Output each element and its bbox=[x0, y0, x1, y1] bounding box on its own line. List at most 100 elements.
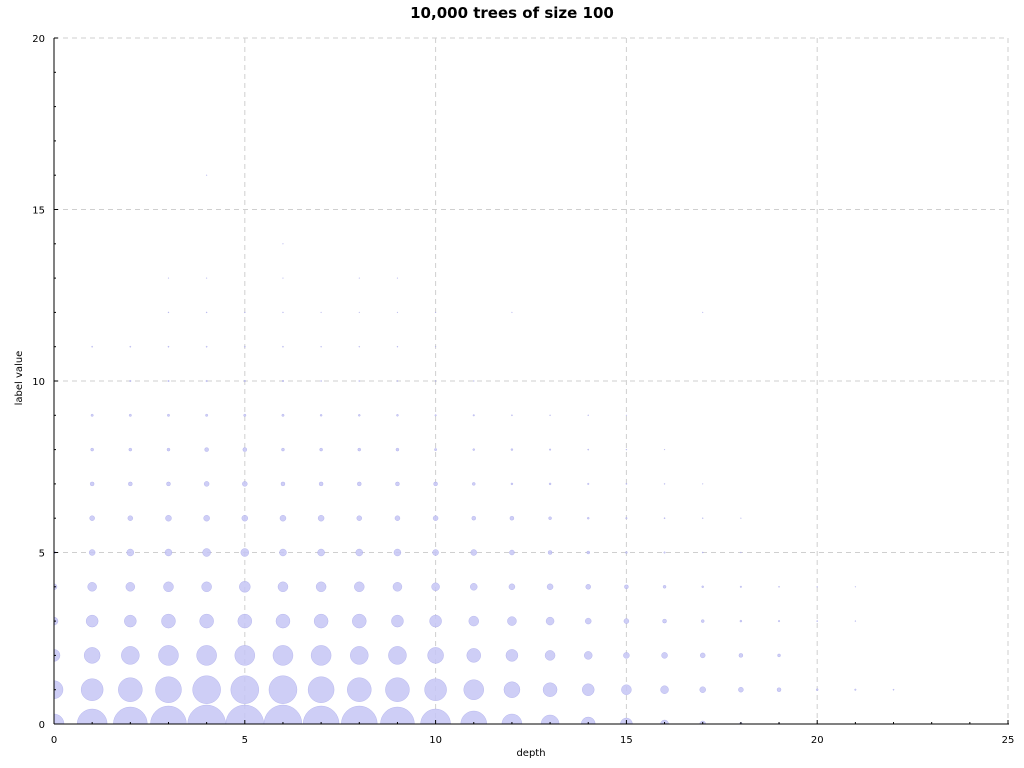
bubble-point bbox=[282, 243, 284, 245]
bubble-point bbox=[163, 581, 174, 593]
bubble-point bbox=[625, 551, 628, 554]
bubble-point bbox=[701, 551, 704, 554]
bubble-point bbox=[396, 277, 399, 279]
axes: 0 5 10 15 20 25 0 5 10 15 20 bbox=[32, 34, 1014, 746]
bubble-point bbox=[205, 277, 208, 279]
bubble-point bbox=[89, 515, 95, 521]
bubble-point bbox=[432, 515, 439, 521]
bubble-point bbox=[545, 616, 555, 626]
x-tick-label: 20 bbox=[811, 735, 824, 746]
bubble-point bbox=[358, 414, 361, 417]
bubble-point bbox=[358, 311, 360, 314]
bubble-point bbox=[396, 414, 399, 417]
bubble-point bbox=[275, 613, 291, 629]
bubble-point bbox=[584, 617, 592, 625]
bubble-point bbox=[501, 713, 523, 724]
bubble-point bbox=[662, 618, 667, 624]
bubble-point bbox=[739, 585, 742, 588]
x-tick-label: 25 bbox=[1002, 735, 1015, 746]
bubble-point bbox=[542, 682, 558, 697]
bubble-point bbox=[225, 704, 265, 724]
bubble-point bbox=[460, 710, 488, 724]
bubble-point bbox=[352, 613, 367, 629]
x-tick-label: 15 bbox=[620, 735, 633, 746]
bubble-point bbox=[307, 676, 335, 703]
bubble-point bbox=[699, 652, 706, 659]
bubble-point bbox=[663, 551, 666, 554]
bubble-point bbox=[203, 514, 210, 522]
bubble-point bbox=[508, 583, 516, 591]
x-axis-label: depth bbox=[516, 748, 545, 759]
bubble-point bbox=[661, 652, 668, 659]
bubble-point bbox=[434, 346, 437, 348]
bubble-point bbox=[396, 345, 399, 348]
bubble-point bbox=[319, 447, 323, 452]
bubble-point bbox=[128, 481, 133, 487]
bubble-point bbox=[354, 581, 365, 593]
bubble-point bbox=[548, 482, 552, 486]
bubble-point bbox=[547, 550, 553, 555]
bubble-point bbox=[503, 681, 521, 698]
bubble-point bbox=[167, 379, 170, 383]
bubble-point bbox=[624, 584, 629, 590]
bubble-point bbox=[128, 413, 132, 417]
bubble-point bbox=[158, 645, 179, 666]
bubble-point bbox=[471, 515, 477, 521]
bubble-point bbox=[580, 716, 596, 724]
bubble-point bbox=[427, 647, 444, 664]
bubble-point bbox=[470, 549, 478, 556]
bubble-point bbox=[341, 705, 378, 724]
bubble-point bbox=[702, 483, 704, 485]
bubble-point bbox=[280, 481, 286, 487]
bubble-point bbox=[738, 653, 744, 658]
bubble-point bbox=[282, 345, 284, 348]
bubble-point bbox=[702, 311, 704, 314]
bubble-point bbox=[472, 482, 476, 486]
bubble-point bbox=[320, 380, 322, 382]
bubble-point bbox=[196, 645, 217, 666]
bubble-point bbox=[205, 174, 208, 176]
bubble-point bbox=[357, 447, 362, 452]
bubble-point bbox=[544, 650, 556, 661]
bubble-point bbox=[281, 447, 285, 452]
bubble-point bbox=[234, 645, 256, 666]
bubble-point bbox=[434, 311, 437, 314]
bubble-point bbox=[549, 448, 552, 451]
bubble-point bbox=[243, 413, 247, 417]
bubble-point bbox=[510, 482, 514, 486]
bubble-point bbox=[778, 585, 780, 588]
bubble-point bbox=[777, 653, 781, 658]
bubble-point bbox=[89, 481, 95, 487]
bubble-point bbox=[90, 447, 94, 452]
bubble-point bbox=[83, 647, 101, 664]
bubble-point bbox=[124, 614, 137, 628]
bubble-point bbox=[244, 311, 246, 314]
bubble-point bbox=[815, 688, 819, 691]
bubble-point bbox=[510, 448, 514, 451]
bubble-point bbox=[355, 548, 364, 557]
bubble-point bbox=[127, 515, 134, 521]
bubble-point bbox=[701, 517, 704, 519]
bubble-point bbox=[549, 414, 551, 417]
bubble-point bbox=[243, 379, 246, 383]
bubble-point bbox=[54, 713, 65, 724]
bubble-point bbox=[586, 550, 590, 555]
bubble-point bbox=[621, 684, 632, 695]
bubble-point bbox=[396, 311, 399, 314]
bubble-point bbox=[623, 652, 630, 659]
bubble-point bbox=[662, 585, 667, 589]
bubble-point bbox=[302, 705, 340, 724]
bubble-point bbox=[509, 549, 515, 556]
bubble-point bbox=[357, 481, 362, 487]
bubble-point bbox=[272, 645, 294, 666]
grid bbox=[54, 37, 1009, 724]
bubble-point bbox=[243, 345, 246, 348]
bubble-point bbox=[268, 675, 298, 704]
bubble-point bbox=[118, 677, 143, 702]
bubble-point bbox=[463, 679, 485, 700]
bubble-point bbox=[91, 345, 94, 348]
chart-title: 10,000 trees of size 100 bbox=[410, 4, 614, 22]
bubble-point bbox=[282, 277, 284, 279]
bubble-point bbox=[396, 380, 399, 382]
